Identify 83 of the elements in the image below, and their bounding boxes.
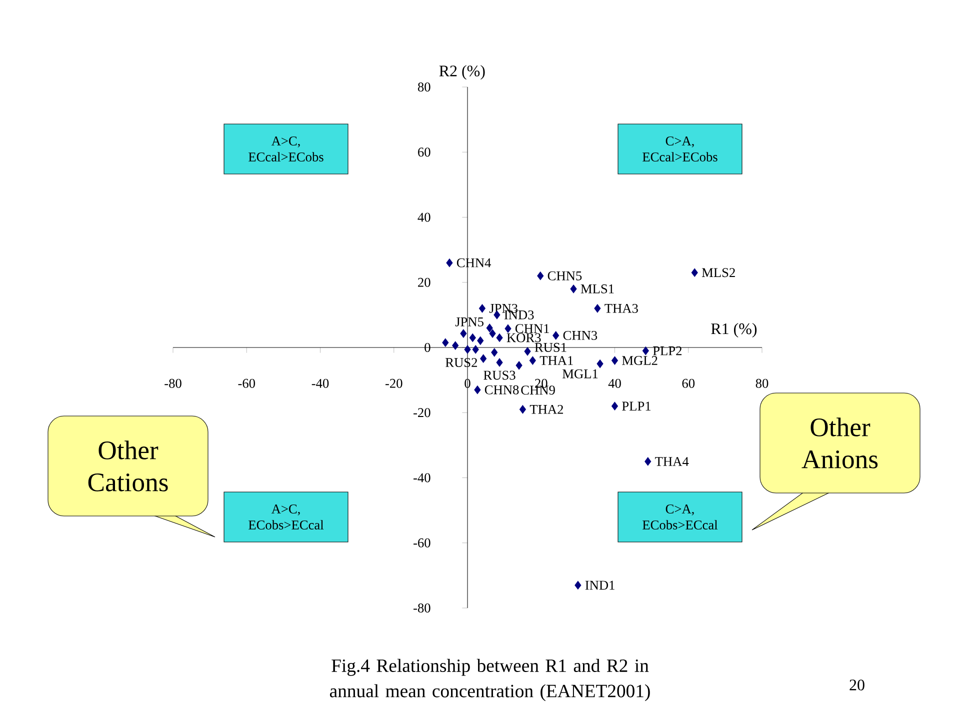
point	[469, 333, 476, 342]
annotation: MGL1	[562, 369, 598, 378]
point	[611, 402, 618, 410]
point	[644, 457, 652, 466]
x-tick-label: -20	[385, 378, 402, 388]
annotation: MLS2	[702, 268, 735, 278]
x-tick-label: 80	[756, 378, 768, 388]
annotation: THA3	[604, 304, 638, 313]
annotation: IND1	[585, 580, 614, 590]
annotation: CHN3	[563, 330, 598, 340]
point	[474, 386, 481, 394]
annotation: THA4	[655, 457, 689, 466]
annotation: A>C, ECcal>ECobs	[248, 136, 324, 162]
point	[496, 333, 503, 342]
point	[529, 356, 536, 365]
annotation: CHN1	[515, 324, 549, 334]
point	[491, 348, 498, 357]
point	[489, 329, 496, 338]
annotation: IND3	[504, 310, 534, 320]
y-tick-label: -40	[414, 473, 430, 482]
point	[524, 347, 531, 356]
y-tick-label: -80	[414, 604, 430, 612]
x-tick-label: 20	[535, 378, 548, 388]
annotation: C>A, ECcal>ECobs	[642, 136, 718, 162]
y-tick-label: 40	[418, 212, 430, 222]
point	[460, 329, 467, 338]
x-tick-label: -40	[312, 378, 329, 388]
point	[516, 361, 522, 370]
annotation: RUS3	[484, 370, 516, 380]
annotation: PLP1	[622, 402, 651, 411]
annotation: CHN8	[484, 385, 519, 394]
annotation: C>A, ECobs>ECcal	[642, 504, 718, 530]
annotation: MLS1	[580, 284, 614, 294]
annotation: CHN9	[521, 386, 555, 395]
x-tick-label: -80	[164, 378, 182, 388]
y-tick-label: -20	[414, 408, 430, 418]
text: Fig.4 Relationship between R1 and R2 in annual mean concentration (EANET2001)	[330, 658, 650, 702]
point	[537, 272, 544, 280]
annotation: PLP2	[652, 346, 682, 356]
y-tick-label: 80	[418, 82, 430, 92]
annotation: RUS2	[446, 358, 477, 368]
annotation: THA2	[530, 404, 563, 414]
point	[570, 284, 577, 294]
point	[519, 405, 526, 414]
point	[486, 324, 493, 332]
text: Other Cations	[88, 440, 168, 492]
point	[574, 580, 582, 590]
x-tick-label: -60	[238, 378, 256, 388]
point	[552, 331, 560, 340]
annotation: KOR3	[506, 333, 541, 342]
point	[480, 354, 487, 363]
annotation: CHN5	[548, 271, 582, 280]
y-tick-label: 0	[424, 343, 430, 352]
point	[504, 324, 512, 333]
y-tick-label: -60	[414, 538, 430, 548]
annotation: RUS1	[534, 342, 566, 352]
x-tick-label: 0	[464, 378, 470, 388]
point	[496, 358, 503, 367]
point	[446, 258, 453, 268]
y-tick-label: 20	[418, 278, 430, 287]
point	[477, 336, 484, 345]
point	[596, 360, 604, 368]
point	[642, 346, 649, 356]
point	[452, 341, 459, 350]
annotation: A>C, ECobs>ECcal	[248, 504, 324, 530]
point	[464, 345, 471, 354]
point	[611, 356, 618, 365]
text: Other Anions	[802, 418, 878, 468]
y-tick-label: 60	[418, 148, 430, 157]
x-tick-label: 40	[608, 378, 621, 388]
y-axis-title: R2 (%)	[439, 65, 485, 80]
annotation: CHN4	[456, 258, 492, 268]
point	[594, 304, 601, 313]
x-axis-title: R1 (%)	[711, 322, 757, 338]
annotation: MGL2	[622, 356, 658, 365]
point	[478, 304, 486, 313]
point	[442, 338, 449, 347]
annotation: THA1	[540, 356, 573, 365]
point	[691, 268, 698, 277]
annotation: JPN5	[455, 317, 484, 326]
x-tick-label: 60	[682, 378, 695, 388]
text: 20	[850, 680, 864, 690]
point	[472, 345, 479, 354]
